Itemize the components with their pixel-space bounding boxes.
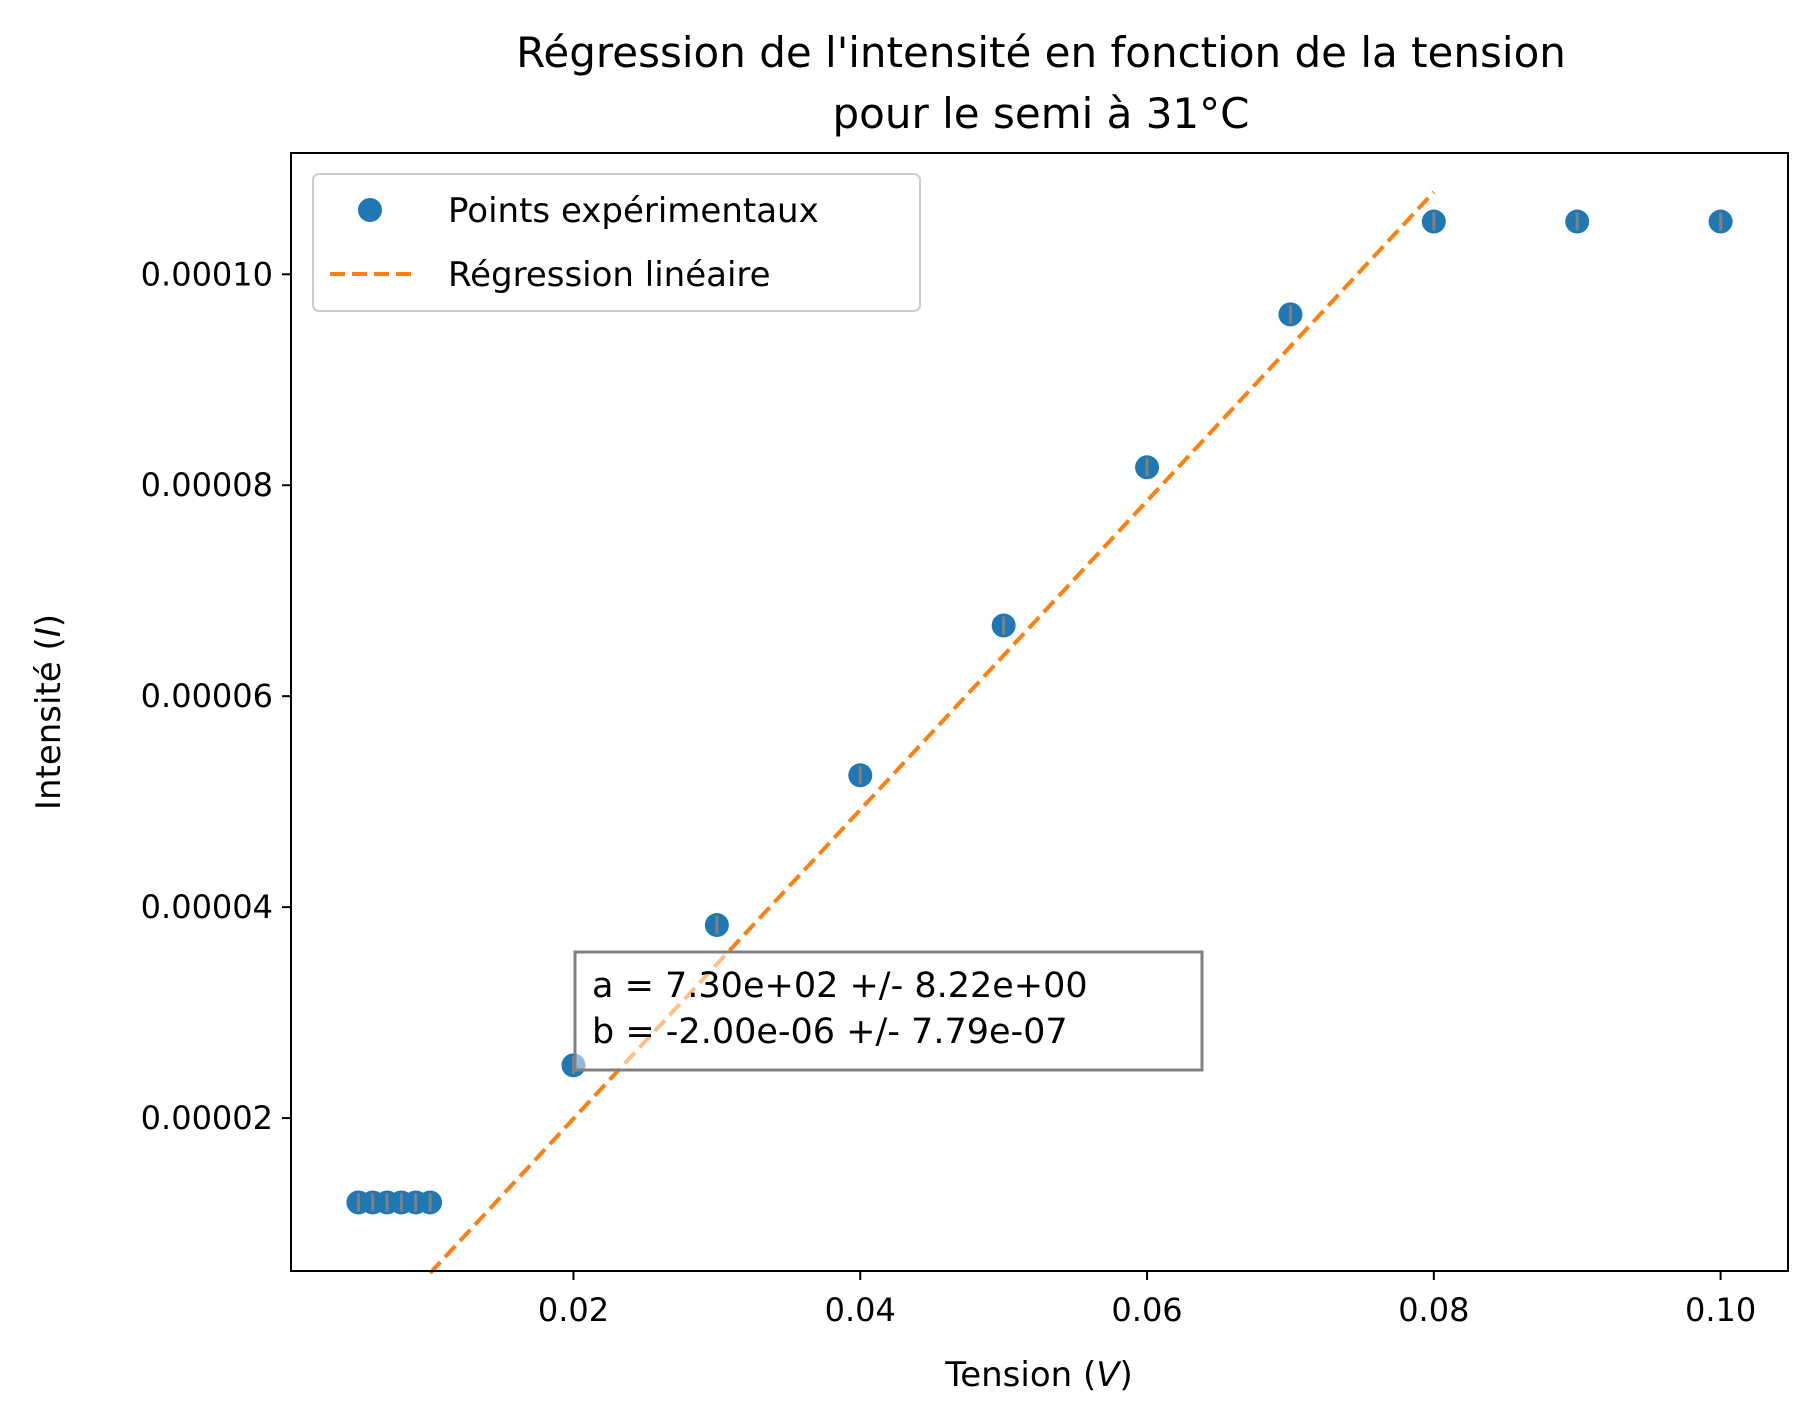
annotation-line-b: b = -2.00e-06 +/- 7.79e-07 [592, 1012, 1068, 1052]
legend-box [312, 173, 921, 312]
regression-line [428, 190, 1436, 1275]
annotation-line-a: a = 7.30e+02 +/- 8.22e+00 [592, 966, 1088, 1006]
x-tick-label: 0.10 [1685, 1291, 1756, 1329]
chart-title-line2: pour le semi à 31°C [833, 89, 1250, 138]
legend: Points expérimentaux Régression linéaire [312, 173, 921, 312]
y-tick-label: 0.00006 [141, 677, 273, 715]
chart-title-line1: Régression de l'intensité en fonction de… [516, 28, 1566, 77]
x-tick-label: 0.04 [825, 1291, 896, 1329]
plot-area [346, 190, 1733, 1275]
x-tick-label: 0.06 [1111, 1291, 1182, 1329]
y-axis: 0.00002 0.00004 0.00006 0.00008 0.00010 [141, 255, 291, 1137]
legend-marker-points [358, 198, 382, 222]
legend-label-regression: Régression linéaire [448, 255, 771, 295]
y-tick-label: 0.00010 [141, 255, 273, 293]
x-axis-label: Tension (V) [944, 1355, 1133, 1395]
annotation-box: a = 7.30e+02 +/- 8.22e+00 b = -2.00e-06 … [573, 950, 1204, 1072]
y-tick-label: 0.00002 [141, 1099, 273, 1137]
x-axis: 0.02 0.04 0.06 0.08 0.10 [538, 1271, 1756, 1329]
plot-frame [290, 152, 1789, 1272]
x-tick-label: 0.02 [538, 1291, 609, 1329]
y-tick-label: 0.00004 [141, 888, 273, 926]
y-tick-label: 0.00008 [141, 466, 273, 504]
y-axis-label: Intensité (I) [29, 614, 69, 810]
legend-label-points: Points expérimentaux [448, 191, 819, 231]
x-tick-label: 0.08 [1398, 1291, 1469, 1329]
